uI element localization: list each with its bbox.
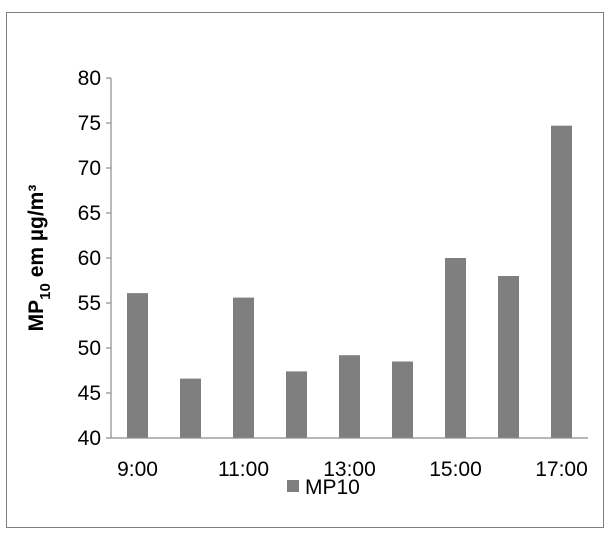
bar-16:00 xyxy=(498,276,519,438)
x-tick-label: 17:00 xyxy=(535,458,588,481)
x-tick-label: 11:00 xyxy=(218,458,269,481)
legend-label: MP10 xyxy=(305,476,360,499)
y-axis-title: MP10 em µg/m³ xyxy=(25,185,54,332)
bar-17:00 xyxy=(551,125,572,438)
bar-14:00 xyxy=(392,361,413,438)
y-tick-label: 45 xyxy=(78,382,101,405)
chart-frame xyxy=(6,12,604,528)
x-tick-label: 15:00 xyxy=(429,458,482,481)
bar-11:00 xyxy=(233,297,254,438)
x-axis-ticks: 9:00 11:00 13:00 15:00 17:00 xyxy=(117,458,588,481)
legend: MP10 xyxy=(287,476,360,499)
y-axis-title-main: MP xyxy=(25,300,48,332)
x-tick-label: 9:00 xyxy=(117,458,158,481)
bar-12:00 xyxy=(286,371,307,438)
bar-15:00 xyxy=(445,258,466,438)
y-axis-title-subscript: 10 xyxy=(37,283,54,300)
legend-swatch xyxy=(287,480,299,492)
y-tick-label: 60 xyxy=(78,247,101,270)
y-tick-label: 70 xyxy=(78,157,101,180)
bar-9:00 xyxy=(127,293,148,438)
y-tick-label: 40 xyxy=(78,427,101,450)
y-tick-label: 75 xyxy=(78,112,101,135)
y-axis-ticks: 40 45 50 55 60 65 70 75 80 xyxy=(78,67,111,450)
bars xyxy=(127,125,572,438)
x-tick-label: 13:00 xyxy=(323,458,376,481)
bar-13:00 xyxy=(339,355,360,438)
y-tick-label: 55 xyxy=(78,292,101,315)
y-tick-label: 50 xyxy=(78,337,101,360)
bar-10:00 xyxy=(180,378,201,438)
y-axis-title-rest: em µg/m³ xyxy=(25,185,48,283)
y-tick-label: 80 xyxy=(78,67,101,90)
y-tick-label: 65 xyxy=(78,202,101,225)
